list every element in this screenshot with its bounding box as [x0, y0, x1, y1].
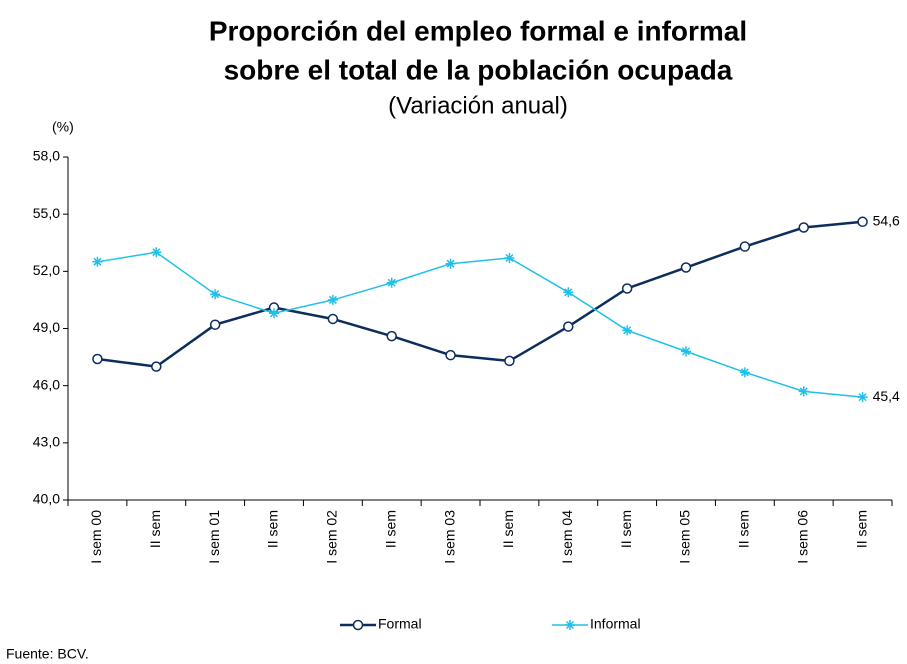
data-point [269, 308, 279, 319]
x-tick-label: I sem 04 [559, 510, 575, 564]
data-point [681, 346, 691, 357]
data-point [504, 355, 515, 367]
data-point [563, 321, 574, 332]
data-point [209, 319, 221, 330]
y-tick-label: 46,0 [33, 376, 60, 392]
y-tick-label: 49,0 [33, 319, 60, 335]
x-tick-label: I sem 01 [206, 510, 222, 564]
chart-subtitle: (Variación anual) [388, 92, 568, 119]
chart-title: sobre el total de la población ocupada [224, 54, 733, 85]
data-point [739, 241, 751, 252]
x-tick-label: II sem [500, 510, 516, 548]
legend-marker [565, 620, 575, 630]
x-tick-label: II sem [265, 510, 281, 548]
y-tick-label: 40,0 [33, 491, 60, 507]
data-point [739, 367, 750, 378]
data-point [445, 258, 456, 269]
chart-title: Proporción del empleo formal e informal [209, 15, 747, 46]
data-point [621, 283, 633, 294]
x-tick-label: I sem 03 [441, 510, 457, 564]
data-label: 54,6 [873, 212, 900, 228]
x-tick-label: I sem 00 [88, 510, 104, 564]
data-point [504, 252, 515, 263]
x-tick-label: I sem 05 [677, 510, 693, 564]
data-point [680, 262, 692, 273]
x-tick-label: II sem [147, 510, 163, 548]
data-point [92, 353, 103, 365]
y-tick-label: 55,0 [33, 205, 60, 221]
x-tick-label: II sem [382, 510, 398, 548]
source: Fuente: BCV. [6, 646, 89, 662]
data-point [563, 287, 574, 298]
x-tick-label: II sem [736, 510, 752, 548]
series-line [97, 220, 863, 368]
y-axis-label: (%) [52, 119, 74, 135]
data-point [622, 325, 633, 336]
x-tick-label: I sem 02 [324, 510, 340, 564]
data-point [386, 330, 397, 342]
legend-label: Informal [590, 616, 641, 632]
y-tick-label: 52,0 [33, 262, 60, 278]
series-line [97, 251, 863, 398]
x-tick-label: II sem [853, 510, 869, 548]
y-tick-label: 43,0 [33, 434, 60, 450]
data-point [151, 247, 162, 258]
data-point [798, 222, 809, 233]
data-point [386, 277, 397, 288]
data-point [445, 349, 456, 361]
x-tick-label: II sem [618, 510, 634, 548]
data-point [798, 386, 809, 397]
data-point [327, 313, 339, 325]
data-point [92, 256, 103, 267]
legend-label: Formal [378, 616, 422, 632]
data-point [327, 294, 338, 305]
data-point [210, 289, 221, 300]
data-label: 45,4 [873, 388, 900, 404]
x-tick-label: I sem 06 [794, 510, 810, 564]
data-point [857, 392, 868, 403]
data-point [151, 361, 162, 372]
data-point [857, 216, 868, 228]
y-tick-label: 58,0 [33, 148, 60, 164]
legend-marker [352, 619, 364, 631]
